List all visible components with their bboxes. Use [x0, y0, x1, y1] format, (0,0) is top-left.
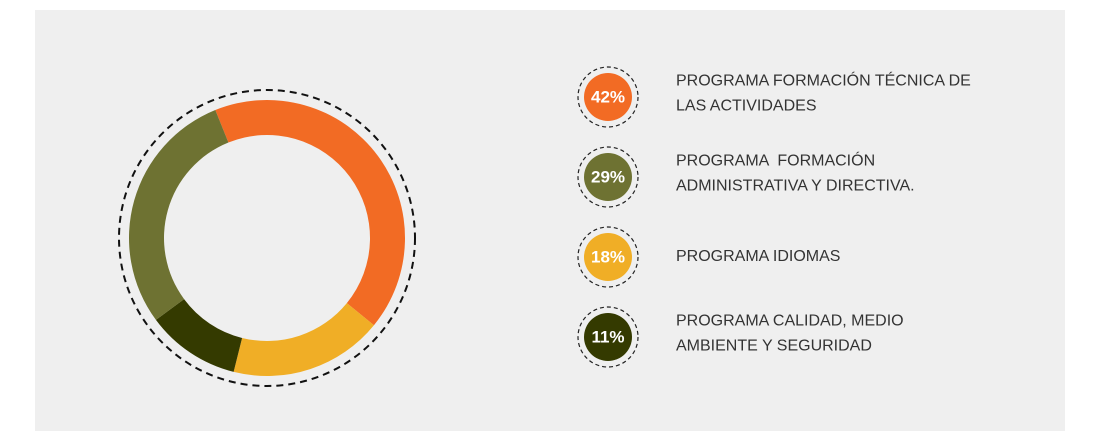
legend-label: PROGRAMA FORMACIÓN	[676, 151, 875, 170]
legend-ring	[577, 146, 639, 208]
legend-label: AMBIENTE Y SEGURIDAD	[676, 338, 872, 355]
legend-value: 42%	[591, 87, 625, 106]
legend-badge	[584, 233, 632, 281]
legend-value: 18%	[591, 247, 625, 266]
donut-segment	[155, 299, 243, 372]
dashed-ring	[118, 89, 416, 387]
donut-segment	[233, 303, 374, 376]
legend-ring	[577, 66, 639, 128]
legend-ring	[577, 306, 639, 368]
legend-label: LAS ACTIVIDADES	[676, 98, 817, 115]
legend-value: 29%	[591, 167, 625, 186]
legend-badge	[584, 73, 632, 121]
legend-value: 11%	[591, 327, 624, 346]
legend-label: PROGRAMA FORMACIÓN TÉCNICA DE	[676, 71, 971, 90]
donut-segment	[129, 110, 229, 320]
legend-badge	[584, 313, 632, 361]
legend-label: PROGRAMA CALIDAD, MEDIO	[676, 313, 904, 330]
legend-badge	[584, 153, 632, 201]
legend-label: ADMINISTRATIVA Y DIRECTIVA.	[676, 178, 915, 195]
legend-label: PROGRAMA IDIOMAS	[676, 248, 840, 265]
donut-segment	[215, 99, 405, 326]
legend-ring	[577, 226, 639, 288]
